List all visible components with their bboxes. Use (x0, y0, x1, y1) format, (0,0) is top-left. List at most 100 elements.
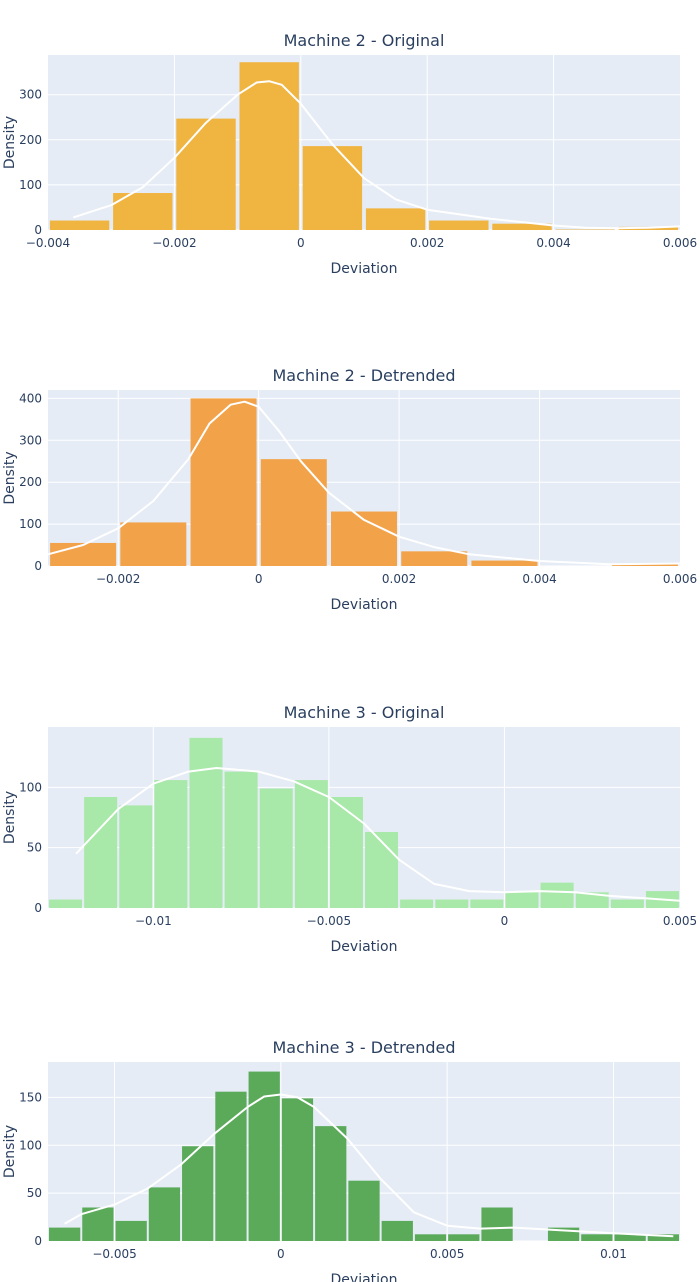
chart-3-x-tick-label: 0.005 (663, 914, 697, 928)
chart-1-x-tick-label: 0.004 (536, 236, 570, 250)
chart-4-y-tick-label: 50 (27, 1186, 42, 1200)
chart-2-y-tick-label: 300 (19, 433, 42, 447)
chart-4-x-axis-label: Deviation (331, 1272, 398, 1282)
chart-1-x-tick-label: 0.002 (410, 236, 444, 250)
chart-2: 0 100 200 300 400 −0.002 0 0.002 0.004 0.006 Machi… (2, 366, 697, 613)
chart-1-bar (365, 208, 426, 230)
chart-2-bar (190, 398, 257, 566)
chart-2-y-tick-label: 100 (19, 517, 42, 531)
chart-3-bar (224, 771, 258, 908)
chart-3-title: Machine 3 - Original (284, 703, 445, 722)
chart-1-bar (49, 220, 110, 230)
chart-3-kde-line (75, 767, 681, 902)
chart-3-x-axis-label: Deviation (331, 939, 398, 955)
chart-1-x-tick-label: 0 (297, 236, 305, 250)
chart-2-x-tick-label: 0.004 (522, 572, 556, 586)
chart-1-bar (492, 223, 552, 230)
chart-3-bar (610, 899, 644, 908)
chart-3-bar (294, 780, 328, 908)
chart-4-x-tick-label: −0.005 (92, 1247, 136, 1261)
chart-2-bar (401, 551, 468, 566)
chart-3-y-axis-label: Density (2, 791, 18, 844)
chart-4-bar (281, 1098, 314, 1241)
chart-4-bar (448, 1234, 480, 1241)
chart-3-bar (540, 882, 574, 908)
chart-2-y-axis-label: Density (2, 451, 18, 504)
chart-3-bar (154, 780, 188, 908)
chart-4-kde-line (64, 1093, 674, 1238)
chart-1-x-axis-label: Deviation (331, 261, 398, 277)
chart-4-bar (182, 1146, 214, 1241)
chart-1-bar (429, 220, 489, 230)
chart-4-bar (248, 1071, 280, 1241)
chart-3-bar (435, 899, 469, 908)
chart-1-x-tick-label: 0.006 (663, 236, 697, 250)
chart-1-y-tick-label: 200 (19, 133, 42, 147)
chart-4-bar (414, 1234, 447, 1241)
chart-4-x-tick-label: 0 (277, 1247, 285, 1261)
chart-2-bar (120, 522, 187, 566)
chart-1-bar (239, 62, 299, 231)
chart-4-x-tick-label: 0.01 (600, 1247, 627, 1261)
chart-2-bar (50, 542, 117, 566)
chart-2-y-tick-label: 400 (19, 391, 42, 405)
chart-3-y-tick-label: 50 (27, 841, 42, 855)
chart-3-y-tick-label: 0 (34, 901, 42, 915)
chart-3-bar (400, 899, 434, 908)
chart-2-kde-line (47, 400, 681, 566)
chart-3-x-tick-label: −0.01 (135, 914, 172, 928)
chart-3-bar (49, 899, 83, 908)
chart-4-bar (614, 1234, 646, 1241)
chart-4-x-tick-label: 0.005 (430, 1247, 464, 1261)
chart-4-bar (315, 1126, 347, 1241)
chart-3-bar (119, 805, 153, 908)
chart-3-bar (329, 796, 363, 908)
chart-2-y-tick-label: 200 (19, 475, 42, 489)
chart-3-bar (189, 737, 223, 908)
chart-3-bar (505, 892, 539, 908)
chart-4-y-tick-label: 0 (34, 1234, 42, 1248)
chart-3: 0 50 100 −0.01 −0.005 0 0.005 Machine 3 - Origi… (2, 703, 697, 955)
chart-1-bar (302, 146, 363, 230)
chart-2-x-tick-label: 0.006 (663, 572, 697, 586)
chart-4-y-tick-label: 100 (19, 1138, 42, 1152)
chart-3-x-tick-label: −0.005 (307, 914, 351, 928)
chart-4-bar (348, 1180, 380, 1241)
chart-4-title: Machine 3 - Detrended (273, 1038, 456, 1057)
chart-3-bar (470, 899, 504, 908)
chart-1-bar (176, 118, 236, 230)
chart-4-bar (115, 1220, 147, 1241)
chart-2-x-tick-label: 0 (255, 572, 263, 586)
chart-4-bar (381, 1220, 413, 1241)
chart-2-bar (471, 560, 538, 566)
chart-2-bar (260, 459, 327, 566)
chart-4-y-axis-label: Density (2, 1125, 18, 1178)
chart-2-x-axis-label: Deviation (331, 597, 398, 613)
chart-2-x-tick-label: 0.002 (382, 572, 416, 586)
chart-2-x-tick-label: −0.002 (96, 572, 140, 586)
chart-1-title: Machine 2 - Original (284, 31, 445, 50)
chart-1-y-tick-label: 100 (19, 178, 42, 192)
chart-1-x-tick-label: −0.002 (152, 236, 196, 250)
chart-4-bar (215, 1091, 247, 1241)
chart-1-y-tick-label: 300 (19, 88, 42, 102)
chart-1-y-tick-label: 0 (34, 223, 42, 237)
chart-4-y-tick-label: 150 (19, 1090, 42, 1104)
chart-1-kde-line (72, 80, 681, 230)
chart-4-bar (48, 1227, 81, 1241)
chart-3-bar (575, 892, 609, 908)
chart-3-bar (84, 796, 118, 908)
chart-3-bar (365, 831, 399, 908)
chart-4-bar (481, 1207, 513, 1241)
chart-3-bar (259, 788, 293, 908)
chart-4-bar (148, 1187, 181, 1241)
chart-4-bar (647, 1234, 680, 1241)
chart-4: 0 50 100 150 −0.005 0 0.005 0.01 Machine 3 - Det… (2, 1038, 680, 1282)
chart-2-y-tick-label: 0 (34, 559, 42, 573)
chart-4-bar (581, 1234, 613, 1241)
chart-3-x-tick-label: 0 (501, 914, 509, 928)
chart-2-bar (611, 563, 678, 566)
chart-1: 0 100 200 300 −0.004 −0.002 0 0.002 0.004 0.006 Ma… (2, 31, 697, 277)
chart-3-y-tick-label: 100 (19, 780, 42, 794)
